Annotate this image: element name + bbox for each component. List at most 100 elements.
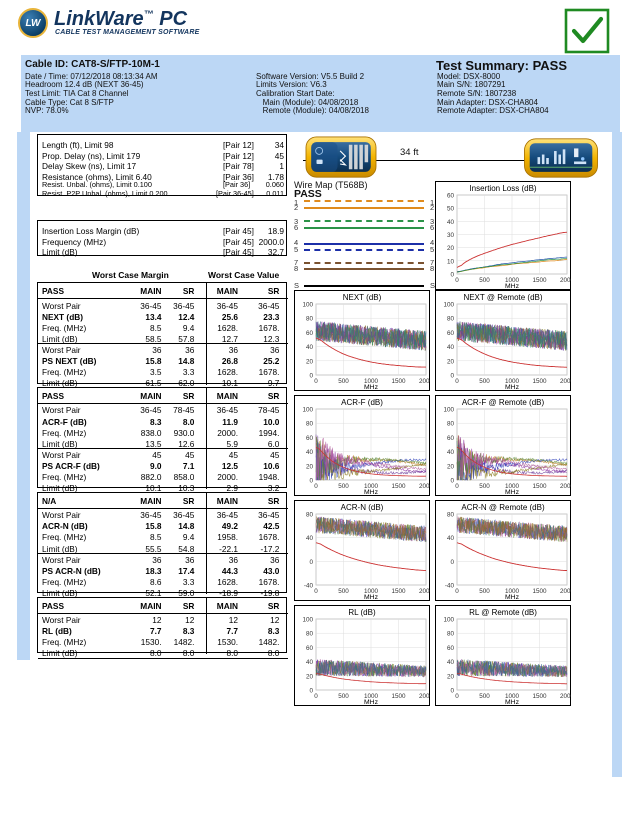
svg-text:80: 80 bbox=[306, 421, 314, 428]
svg-text:0: 0 bbox=[315, 693, 319, 700]
svg-text:20: 20 bbox=[306, 463, 314, 470]
svg-text:40: 40 bbox=[447, 219, 455, 226]
svg-text:60: 60 bbox=[306, 435, 314, 442]
svg-text:20: 20 bbox=[447, 463, 455, 470]
svg-text:100: 100 bbox=[303, 617, 314, 624]
svg-text:2000: 2000 bbox=[419, 693, 430, 700]
svg-text:2000: 2000 bbox=[419, 483, 430, 490]
svg-text:80: 80 bbox=[447, 421, 455, 428]
svg-text:500: 500 bbox=[339, 378, 350, 385]
svg-text:MHz: MHz bbox=[505, 699, 520, 706]
svg-text:0: 0 bbox=[455, 693, 459, 700]
svg-text:500: 500 bbox=[339, 693, 350, 700]
svg-text:30: 30 bbox=[447, 232, 455, 239]
svg-text:60: 60 bbox=[306, 645, 314, 652]
svg-text:2000: 2000 bbox=[419, 588, 430, 595]
svg-text:0: 0 bbox=[450, 688, 454, 695]
svg-text:1500: 1500 bbox=[392, 693, 407, 700]
svg-text:20: 20 bbox=[447, 245, 455, 252]
svg-text:500: 500 bbox=[479, 588, 490, 595]
svg-text:100: 100 bbox=[303, 407, 314, 414]
svg-text:0: 0 bbox=[455, 277, 459, 284]
svg-text:80: 80 bbox=[306, 631, 314, 638]
svg-text:500: 500 bbox=[479, 483, 490, 490]
svg-text:0: 0 bbox=[315, 588, 319, 595]
svg-text:1500: 1500 bbox=[532, 378, 547, 385]
svg-text:500: 500 bbox=[479, 277, 490, 284]
svg-text:40: 40 bbox=[306, 449, 314, 456]
svg-text:60: 60 bbox=[447, 645, 455, 652]
svg-text:-40: -40 bbox=[304, 583, 314, 590]
svg-text:0: 0 bbox=[310, 373, 314, 380]
svg-text:MHz: MHz bbox=[364, 594, 379, 601]
svg-text:80: 80 bbox=[447, 512, 455, 519]
svg-text:RL (dB): RL (dB) bbox=[349, 608, 377, 617]
svg-text:100: 100 bbox=[443, 617, 454, 624]
svg-text:1500: 1500 bbox=[532, 588, 547, 595]
svg-text:100: 100 bbox=[443, 407, 454, 414]
svg-text:1500: 1500 bbox=[532, 277, 547, 284]
svg-text:-40: -40 bbox=[444, 583, 454, 590]
svg-text:80: 80 bbox=[306, 512, 314, 519]
svg-text:ACR-F (dB): ACR-F (dB) bbox=[342, 398, 384, 407]
svg-text:20: 20 bbox=[306, 673, 314, 680]
svg-text:500: 500 bbox=[339, 588, 350, 595]
svg-text:80: 80 bbox=[447, 316, 455, 323]
svg-text:20: 20 bbox=[447, 673, 455, 680]
svg-text:0: 0 bbox=[310, 688, 314, 695]
svg-text:MHz: MHz bbox=[505, 384, 520, 391]
svg-text:80: 80 bbox=[447, 631, 455, 638]
svg-text:2000: 2000 bbox=[560, 277, 571, 284]
svg-text:0: 0 bbox=[310, 478, 314, 485]
svg-text:Insertion Loss (dB): Insertion Loss (dB) bbox=[469, 184, 536, 193]
svg-text:1500: 1500 bbox=[392, 588, 407, 595]
svg-text:RL @ Remote (dB): RL @ Remote (dB) bbox=[469, 608, 537, 617]
svg-text:40: 40 bbox=[306, 659, 314, 666]
svg-text:0: 0 bbox=[310, 559, 314, 566]
svg-text:40: 40 bbox=[447, 535, 455, 542]
svg-text:40: 40 bbox=[306, 344, 314, 351]
svg-text:MHz: MHz bbox=[364, 384, 379, 391]
svg-text:0: 0 bbox=[450, 373, 454, 380]
svg-text:1500: 1500 bbox=[392, 483, 407, 490]
svg-text:60: 60 bbox=[447, 330, 455, 337]
svg-text:1500: 1500 bbox=[532, 483, 547, 490]
svg-text:NEXT (dB): NEXT (dB) bbox=[343, 293, 382, 302]
svg-text:MHz: MHz bbox=[505, 489, 520, 496]
svg-text:MHz: MHz bbox=[364, 699, 379, 706]
svg-text:60: 60 bbox=[447, 435, 455, 442]
svg-text:MHz: MHz bbox=[505, 594, 520, 601]
svg-text:2000: 2000 bbox=[560, 378, 571, 385]
svg-text:0: 0 bbox=[450, 559, 454, 566]
svg-text:60: 60 bbox=[447, 193, 455, 200]
svg-text:MHz: MHz bbox=[364, 489, 379, 496]
svg-text:2000: 2000 bbox=[419, 378, 430, 385]
svg-text:500: 500 bbox=[479, 693, 490, 700]
svg-text:10: 10 bbox=[447, 258, 455, 265]
svg-text:40: 40 bbox=[447, 344, 455, 351]
svg-text:2000: 2000 bbox=[560, 483, 571, 490]
svg-text:MHz: MHz bbox=[505, 283, 520, 290]
svg-text:100: 100 bbox=[303, 302, 314, 309]
svg-text:0: 0 bbox=[455, 378, 459, 385]
svg-text:ACR-F @ Remote (dB): ACR-F @ Remote (dB) bbox=[461, 398, 544, 407]
svg-text:40: 40 bbox=[306, 535, 314, 542]
svg-text:2000: 2000 bbox=[560, 693, 571, 700]
svg-text:0: 0 bbox=[315, 378, 319, 385]
svg-text:40: 40 bbox=[447, 449, 455, 456]
svg-text:0: 0 bbox=[455, 483, 459, 490]
svg-text:500: 500 bbox=[339, 483, 350, 490]
svg-text:1500: 1500 bbox=[532, 693, 547, 700]
svg-text:0: 0 bbox=[455, 588, 459, 595]
svg-text:40: 40 bbox=[447, 659, 455, 666]
svg-text:500: 500 bbox=[479, 378, 490, 385]
svg-text:2000: 2000 bbox=[560, 588, 571, 595]
svg-text:100: 100 bbox=[443, 302, 454, 309]
svg-text:ACR-N @ Remote (dB): ACR-N @ Remote (dB) bbox=[461, 503, 545, 512]
svg-text:20: 20 bbox=[306, 358, 314, 365]
svg-text:20: 20 bbox=[447, 358, 455, 365]
svg-text:1500: 1500 bbox=[392, 378, 407, 385]
svg-text:60: 60 bbox=[306, 330, 314, 337]
svg-text:0: 0 bbox=[450, 478, 454, 485]
svg-text:80: 80 bbox=[306, 316, 314, 323]
